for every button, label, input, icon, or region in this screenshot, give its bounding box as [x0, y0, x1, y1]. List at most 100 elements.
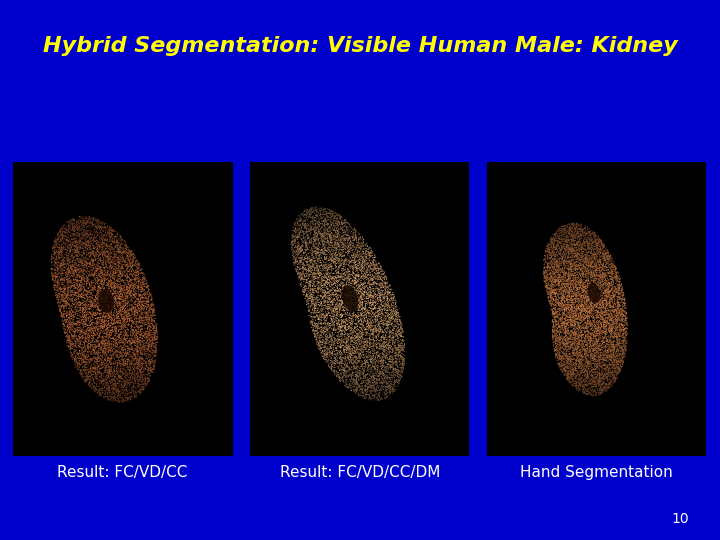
Point	[63, 336, 75, 345]
Point	[352, 382, 364, 390]
Point	[129, 275, 140, 284]
Point	[613, 342, 624, 350]
Point	[614, 308, 626, 317]
Point	[150, 346, 161, 355]
Point	[392, 370, 404, 379]
Point	[128, 369, 140, 378]
Point	[72, 307, 84, 315]
Point	[613, 322, 625, 330]
Point	[367, 387, 379, 395]
Point	[100, 252, 112, 261]
Point	[62, 259, 73, 268]
Point	[562, 352, 574, 361]
Point	[78, 329, 89, 338]
Point	[109, 238, 120, 247]
Point	[58, 288, 70, 297]
Point	[609, 286, 621, 295]
Point	[73, 364, 84, 373]
Point	[334, 259, 346, 267]
Point	[84, 248, 96, 257]
Point	[346, 319, 358, 328]
Point	[606, 310, 618, 319]
Point	[348, 307, 359, 316]
Point	[578, 257, 590, 266]
Point	[377, 361, 389, 370]
Point	[107, 271, 118, 279]
Point	[58, 291, 69, 299]
Point	[606, 348, 618, 356]
Point	[387, 387, 398, 395]
Point	[341, 257, 353, 266]
Point	[120, 368, 132, 377]
Point	[552, 238, 564, 247]
Point	[87, 262, 99, 271]
Point	[374, 291, 385, 300]
Point	[570, 371, 582, 380]
Point	[552, 343, 564, 352]
Point	[329, 225, 341, 233]
Point	[129, 361, 140, 370]
Point	[318, 353, 329, 361]
Point	[330, 239, 341, 248]
Point	[94, 270, 105, 279]
Point	[51, 247, 63, 256]
Point	[562, 344, 573, 353]
Point	[586, 230, 598, 239]
Point	[614, 306, 626, 315]
Point	[392, 377, 404, 386]
Point	[120, 300, 132, 308]
Point	[565, 362, 577, 370]
Point	[117, 314, 129, 322]
Point	[92, 326, 104, 334]
Point	[326, 308, 338, 316]
Point	[614, 323, 626, 332]
Point	[87, 235, 99, 244]
Point	[329, 274, 341, 282]
Point	[310, 301, 321, 309]
Point	[572, 339, 583, 348]
Point	[78, 313, 89, 322]
Point	[600, 321, 611, 330]
Point	[619, 301, 631, 310]
Point	[89, 363, 101, 372]
Point	[93, 299, 104, 308]
Point	[572, 355, 584, 364]
Point	[73, 215, 85, 224]
Point	[107, 257, 119, 266]
Point	[127, 346, 138, 354]
Point	[598, 254, 609, 263]
Point	[360, 325, 372, 334]
Point	[124, 289, 135, 298]
Point	[68, 267, 80, 275]
Point	[325, 262, 337, 271]
Point	[372, 326, 383, 334]
Point	[73, 292, 85, 300]
Point	[329, 255, 341, 264]
Point	[606, 359, 618, 368]
Point	[117, 346, 129, 355]
Point	[85, 286, 96, 294]
Point	[554, 246, 566, 254]
Point	[115, 311, 127, 320]
Point	[81, 318, 92, 326]
Point	[560, 223, 572, 232]
Point	[312, 284, 324, 293]
Point	[611, 310, 623, 319]
Point	[570, 292, 582, 301]
Point	[599, 370, 611, 379]
Point	[547, 307, 559, 316]
Point	[607, 269, 618, 278]
Point	[585, 367, 597, 376]
Point	[585, 360, 597, 368]
Point	[571, 290, 582, 299]
Point	[574, 240, 585, 249]
Point	[325, 218, 337, 227]
Point	[587, 252, 598, 260]
Point	[305, 312, 317, 321]
Point	[582, 357, 593, 366]
Point	[335, 260, 346, 269]
Point	[98, 361, 109, 369]
Point	[137, 342, 148, 351]
Point	[586, 320, 598, 329]
Point	[343, 239, 354, 248]
